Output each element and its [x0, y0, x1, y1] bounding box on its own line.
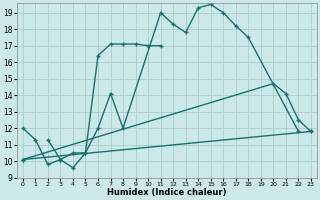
- X-axis label: Humidex (Indice chaleur): Humidex (Indice chaleur): [107, 188, 227, 197]
